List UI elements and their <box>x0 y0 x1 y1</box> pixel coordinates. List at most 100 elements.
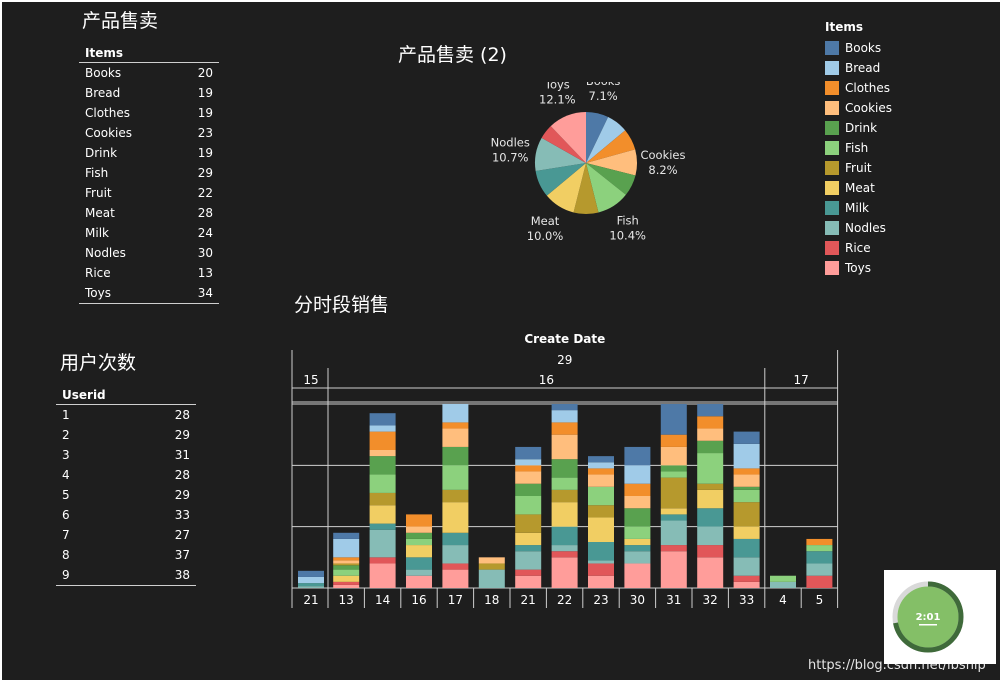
bar-segment-drink[interactable] <box>406 533 432 539</box>
bar-segment-fish[interactable] <box>806 545 832 551</box>
bar-segment-bread[interactable] <box>552 410 578 422</box>
bar-segment-fruit[interactable] <box>697 484 723 490</box>
bar-segment-meat[interactable] <box>370 505 396 523</box>
bar-segment-milk[interactable] <box>406 557 432 569</box>
legend-item[interactable]: Meat <box>825 178 892 198</box>
bar-segment-fruit[interactable] <box>661 478 687 509</box>
bar-segment-books[interactable] <box>370 413 396 425</box>
bar-segment-fish[interactable] <box>370 475 396 493</box>
legend-item[interactable]: Rice <box>825 238 892 258</box>
bar-segment-clothes[interactable] <box>442 422 468 428</box>
bar-segment-bread[interactable] <box>588 462 614 468</box>
bar-segment-toys[interactable] <box>370 563 396 588</box>
bar-segment-toys[interactable] <box>734 582 760 588</box>
bar-segment-drink[interactable] <box>515 484 541 496</box>
legend-item[interactable]: Drink <box>825 118 892 138</box>
bar-segment-nodles[interactable] <box>442 545 468 563</box>
bar-segment-meat[interactable] <box>406 545 432 557</box>
legend-item[interactable]: Fish <box>825 138 892 158</box>
bar-segment-bread[interactable] <box>333 539 359 557</box>
bar-segment-meat[interactable] <box>588 517 614 542</box>
bar-segment-rice[interactable] <box>697 545 723 557</box>
bar-segment-fruit[interactable] <box>734 502 760 527</box>
bar-segment-bread[interactable] <box>442 404 468 422</box>
bar-segment-nodles[interactable] <box>298 586 324 588</box>
bar-segment-meat[interactable] <box>515 533 541 545</box>
bar-segment-milk[interactable] <box>806 551 832 563</box>
bar-segment-fruit[interactable] <box>479 563 505 569</box>
bar-segment-nodles[interactable] <box>624 551 650 563</box>
bar-segment-cookies[interactable] <box>333 560 359 563</box>
bar-segment-nodles[interactable] <box>697 527 723 545</box>
bar-segment-fruit[interactable] <box>588 505 614 517</box>
bar-segment-fish[interactable] <box>406 539 432 545</box>
bar-segment-fruit[interactable] <box>333 563 359 565</box>
bar-segment-nodles[interactable] <box>370 530 396 558</box>
bar-segment-fruit[interactable] <box>442 490 468 502</box>
bar-segment-books[interactable] <box>697 404 723 416</box>
bar-segment-clothes[interactable] <box>588 468 614 474</box>
bar-segment-nodles[interactable] <box>515 551 541 569</box>
bar-segment-cookies[interactable] <box>442 429 468 447</box>
bar-segment-clothes[interactable] <box>406 514 432 526</box>
legend-item[interactable]: Books <box>825 38 892 58</box>
legend-item[interactable]: Toys <box>825 258 892 278</box>
bar-segment-rice[interactable] <box>661 545 687 551</box>
bar-segment-clothes[interactable] <box>552 422 578 434</box>
bar-segment-nodles[interactable] <box>770 582 796 588</box>
bar-segment-fish[interactable] <box>442 465 468 490</box>
bar-segment-cookies[interactable] <box>552 435 578 460</box>
bar-segment-fish[interactable] <box>770 576 796 582</box>
bar-segment-bread[interactable] <box>515 459 541 465</box>
bar-segment-clothes[interactable] <box>624 484 650 496</box>
bar-segment-clothes[interactable] <box>370 432 396 450</box>
bar-segment-drink[interactable] <box>370 456 396 474</box>
bar-segment-nodles[interactable] <box>479 570 505 588</box>
bar-segment-toys[interactable] <box>697 557 723 588</box>
bar-segment-toys[interactable] <box>552 557 578 588</box>
bar-segment-milk[interactable] <box>442 533 468 545</box>
bar-segment-toys[interactable] <box>442 570 468 588</box>
bar-segment-fish[interactable] <box>515 496 541 514</box>
bar-segment-fish[interactable] <box>333 570 359 576</box>
bar-segment-books[interactable] <box>552 404 578 410</box>
bar-segment-nodles[interactable] <box>661 521 687 546</box>
bar-segment-rice[interactable] <box>333 582 359 585</box>
bar-segment-nodles[interactable] <box>806 563 832 575</box>
bar-segment-cookies[interactable] <box>624 496 650 508</box>
bar-segment-nodles[interactable] <box>734 557 760 575</box>
bar-segment-cookies[interactable] <box>661 447 687 465</box>
bar-segment-cookies[interactable] <box>697 429 723 441</box>
bar-segment-meat[interactable] <box>333 576 359 582</box>
bar-segment-milk[interactable] <box>661 514 687 520</box>
bar-segment-clothes[interactable] <box>734 468 760 474</box>
bar-segment-books[interactable] <box>661 404 687 435</box>
bar-segment-clothes[interactable] <box>661 435 687 447</box>
bar-segment-toys[interactable] <box>588 576 614 588</box>
bar-segment-toys[interactable] <box>333 585 359 588</box>
bar-segment-milk[interactable] <box>552 527 578 545</box>
bar-segment-nodles[interactable] <box>588 560 614 563</box>
bar-segment-drink[interactable] <box>624 508 650 526</box>
bar-segment-meat[interactable] <box>661 508 687 514</box>
bar-segment-fish[interactable] <box>697 453 723 484</box>
bar-segment-fruit[interactable] <box>515 514 541 532</box>
bar-segment-meat[interactable] <box>734 527 760 539</box>
bar-segment-cookies[interactable] <box>588 475 614 487</box>
legend-item[interactable]: Fruit <box>825 158 892 178</box>
bar-segment-meat[interactable] <box>442 502 468 533</box>
bar-segment-rice[interactable] <box>734 576 760 582</box>
legend-item[interactable]: Cookies <box>825 98 892 118</box>
bar-segment-fruit[interactable] <box>552 490 578 502</box>
bar-segment-bread[interactable] <box>298 577 324 583</box>
bar-segment-toys[interactable] <box>406 576 432 588</box>
bar-segment-meat[interactable] <box>552 502 578 527</box>
bar-segment-toys[interactable] <box>661 551 687 588</box>
bar-segment-cookies[interactable] <box>370 450 396 456</box>
bar-segment-toys[interactable] <box>624 563 650 588</box>
legend-item[interactable]: Nodles <box>825 218 892 238</box>
bar-segment-nodles[interactable] <box>552 545 578 551</box>
bar-segment-books[interactable] <box>588 456 614 462</box>
bar-segment-milk[interactable] <box>697 508 723 526</box>
bar-segment-nodles[interactable] <box>406 570 432 576</box>
